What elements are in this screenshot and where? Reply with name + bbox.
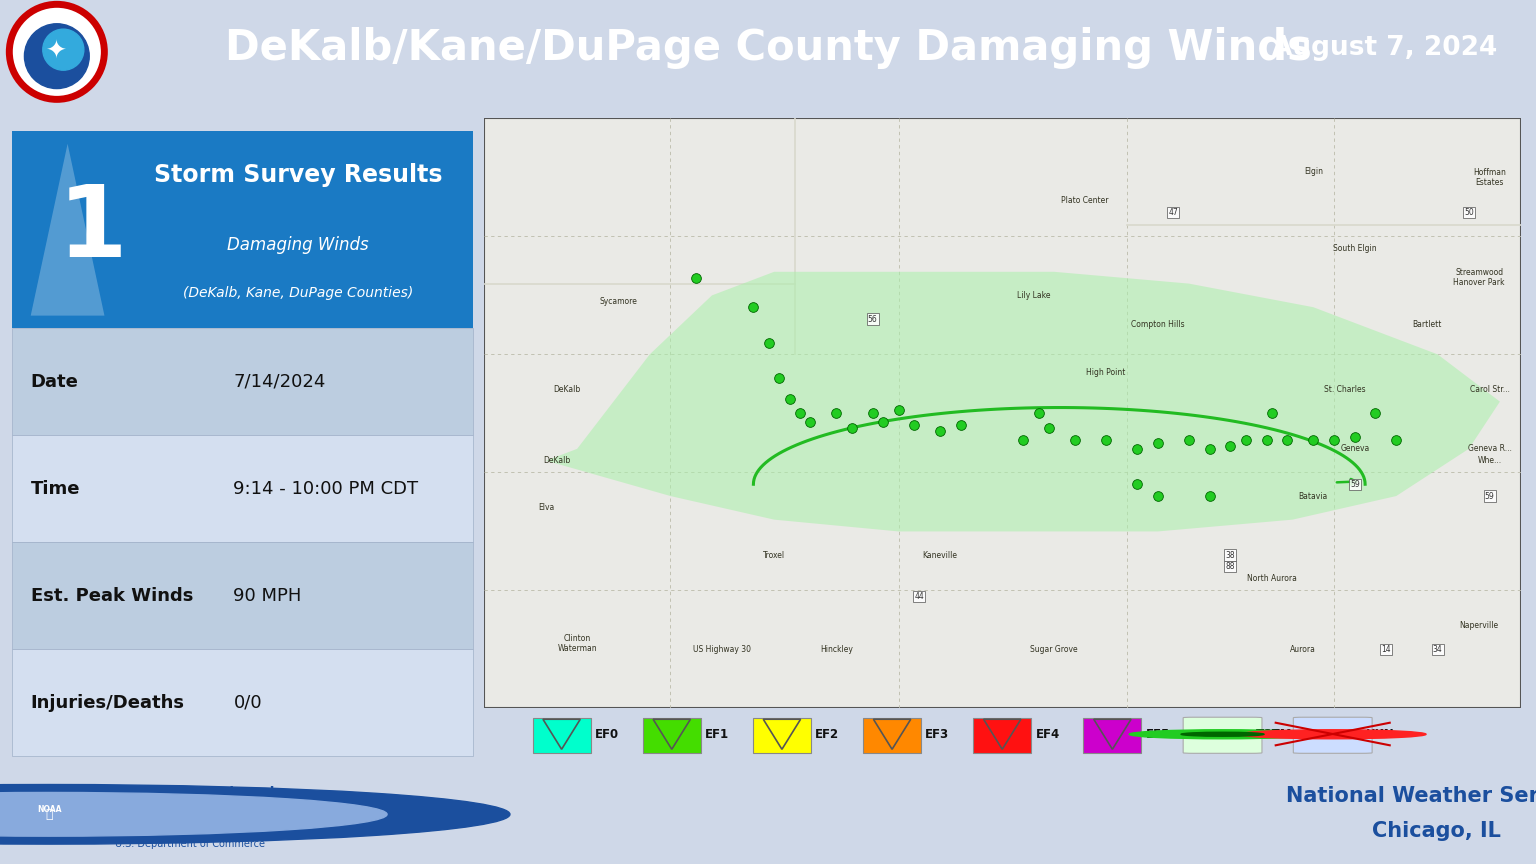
Text: 0/0: 0/0	[233, 694, 263, 712]
Circle shape	[0, 785, 510, 844]
Text: August 7, 2024: August 7, 2024	[1272, 35, 1498, 60]
Text: Sugar Grove: Sugar Grove	[1031, 645, 1078, 654]
Text: Atmospheric Administration: Atmospheric Administration	[115, 812, 326, 825]
Circle shape	[1181, 733, 1264, 736]
Text: Lily Lake: Lily Lake	[1017, 291, 1051, 300]
FancyBboxPatch shape	[484, 118, 1521, 708]
FancyBboxPatch shape	[12, 435, 473, 542]
Text: Plato Center: Plato Center	[1061, 196, 1109, 206]
Text: EF2: EF2	[816, 727, 839, 740]
Text: South Elgin: South Elgin	[1333, 244, 1376, 252]
FancyBboxPatch shape	[753, 718, 811, 753]
Text: Whe...: Whe...	[1478, 456, 1502, 465]
Circle shape	[25, 24, 89, 89]
Text: NOAA: NOAA	[37, 805, 61, 814]
Text: Chicago, IL: Chicago, IL	[1372, 821, 1501, 842]
FancyBboxPatch shape	[1293, 717, 1372, 753]
FancyBboxPatch shape	[533, 718, 591, 753]
Text: Kaneville: Kaneville	[923, 550, 957, 560]
Text: 44: 44	[914, 592, 925, 600]
Circle shape	[43, 29, 84, 70]
Text: 1: 1	[58, 181, 127, 278]
FancyBboxPatch shape	[12, 649, 473, 756]
Text: North Aurora: North Aurora	[1247, 575, 1296, 583]
Text: DeKalb: DeKalb	[542, 456, 570, 465]
Text: TSTM: TSTM	[1256, 727, 1292, 740]
FancyBboxPatch shape	[12, 131, 473, 328]
Text: Aurora: Aurora	[1290, 645, 1316, 654]
Text: National Weather Service: National Weather Service	[1286, 786, 1536, 806]
Text: Elva: Elva	[538, 504, 554, 512]
FancyBboxPatch shape	[863, 718, 922, 753]
Text: 9:14 - 10:00 PM CDT: 9:14 - 10:00 PM CDT	[233, 480, 419, 498]
Text: Naperville: Naperville	[1459, 621, 1499, 631]
Text: Elgin: Elgin	[1304, 167, 1322, 176]
Text: Hoffman
Estates: Hoffman Estates	[1473, 168, 1505, 187]
Text: 88: 88	[1226, 562, 1235, 571]
Text: Geneva: Geneva	[1339, 444, 1370, 454]
Text: Storm Survey Results: Storm Survey Results	[154, 162, 442, 187]
Text: EF0: EF0	[594, 727, 619, 740]
FancyBboxPatch shape	[974, 718, 1031, 753]
Text: 56: 56	[868, 314, 877, 323]
Text: Carol Str...: Carol Str...	[1470, 385, 1510, 394]
Polygon shape	[547, 272, 1499, 531]
Text: EF1: EF1	[705, 727, 730, 740]
Text: UKN: UKN	[1366, 727, 1395, 740]
Circle shape	[1240, 730, 1425, 739]
Text: Date: Date	[31, 372, 78, 391]
Text: Est. Peak Winds: Est. Peak Winds	[31, 587, 194, 605]
Circle shape	[1129, 730, 1316, 739]
Text: 90 MPH: 90 MPH	[233, 587, 303, 605]
Text: 🌊: 🌊	[46, 808, 52, 821]
Text: EF3: EF3	[925, 727, 949, 740]
Text: National Oceanic and: National Oceanic and	[115, 786, 275, 799]
Text: EF4: EF4	[1035, 727, 1060, 740]
Text: Bartlett: Bartlett	[1413, 321, 1442, 329]
Text: US Highway 30: US Highway 30	[693, 645, 751, 654]
Text: Batavia: Batavia	[1298, 492, 1329, 500]
Polygon shape	[31, 143, 104, 315]
Text: 47: 47	[1169, 208, 1178, 217]
Text: Streamwood
Hanover Park: Streamwood Hanover Park	[1453, 268, 1505, 288]
Text: 50: 50	[1464, 208, 1473, 217]
Text: 7/14/2024: 7/14/2024	[233, 372, 326, 391]
Text: Sycamore: Sycamore	[599, 297, 637, 306]
FancyBboxPatch shape	[1083, 718, 1141, 753]
FancyBboxPatch shape	[1183, 717, 1263, 753]
Text: 14: 14	[1381, 645, 1390, 654]
Text: Injuries/Deaths: Injuries/Deaths	[31, 694, 184, 712]
Circle shape	[0, 792, 387, 836]
Text: High Point: High Point	[1086, 367, 1126, 377]
Text: 59: 59	[1350, 480, 1359, 489]
Text: EF5: EF5	[1146, 727, 1170, 740]
Text: Geneva R...: Geneva R...	[1467, 444, 1511, 454]
Text: 34: 34	[1433, 645, 1442, 654]
Text: DeKalb: DeKalb	[553, 385, 581, 394]
Text: Time: Time	[31, 480, 80, 498]
Text: Hinckley: Hinckley	[820, 645, 852, 654]
Text: 38: 38	[1226, 550, 1235, 560]
Text: Compton Hills: Compton Hills	[1130, 321, 1184, 329]
Text: Troxel: Troxel	[763, 550, 785, 560]
Text: DeKalb/Kane/DuPage County Damaging Winds: DeKalb/Kane/DuPage County Damaging Winds	[224, 27, 1312, 68]
FancyBboxPatch shape	[642, 718, 700, 753]
Text: (DeKalb, Kane, DuPage Counties): (DeKalb, Kane, DuPage Counties)	[183, 286, 413, 300]
Text: Clinton
Waterman: Clinton Waterman	[558, 634, 598, 653]
Text: St. Charles: St. Charles	[1324, 385, 1366, 394]
Circle shape	[9, 4, 104, 99]
Text: Damaging Winds: Damaging Winds	[227, 237, 369, 255]
FancyBboxPatch shape	[12, 328, 473, 435]
Text: ✦: ✦	[46, 40, 68, 64]
Text: U.S. Department of Commerce: U.S. Department of Commerce	[115, 839, 266, 849]
FancyBboxPatch shape	[12, 542, 473, 649]
Text: 59: 59	[1485, 492, 1495, 500]
